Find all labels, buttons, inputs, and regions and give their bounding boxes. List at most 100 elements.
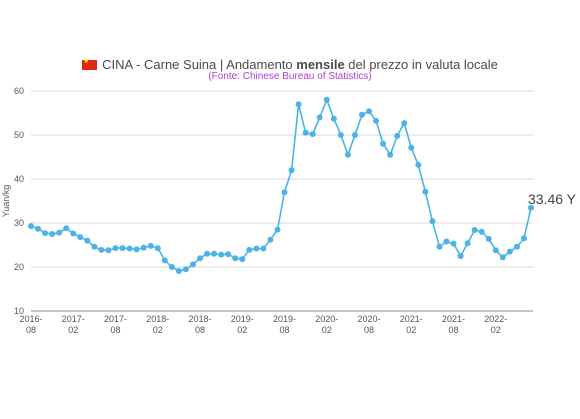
- data-point: [77, 234, 84, 241]
- x-tick-label: 02: [406, 325, 416, 335]
- data-point: [499, 254, 506, 261]
- x-axis-ticks: 2016-082017-022017-082018-022018-082019-…: [19, 314, 507, 335]
- data-point: [309, 131, 316, 138]
- data-point: [429, 218, 436, 225]
- data-point: [189, 261, 196, 268]
- data-point: [443, 238, 450, 245]
- x-tick-label: 02: [322, 325, 332, 335]
- x-tick-label: 02: [491, 325, 501, 335]
- chart-title: CINA - Carne Suina | Andamento mensile d…: [0, 57, 580, 72]
- data-point: [281, 189, 288, 196]
- title-emphasis: mensile: [296, 57, 345, 72]
- title-suffix: del prezzo in valuta locale: [344, 57, 498, 72]
- data-point: [485, 235, 492, 242]
- x-tick-label: 08: [449, 325, 459, 335]
- x-tick-label: 2017-: [62, 314, 85, 324]
- x-tick-label: 2018-: [188, 314, 211, 324]
- data-point: [253, 245, 260, 252]
- data-point: [84, 237, 91, 244]
- x-tick-label: 2017-: [104, 314, 127, 324]
- data-point: [344, 151, 351, 158]
- data-point: [401, 120, 408, 127]
- x-tick-label: 2016-: [19, 314, 42, 324]
- data-point: [211, 250, 218, 257]
- data-point: [126, 245, 133, 252]
- data-point: [380, 140, 387, 147]
- data-point: [316, 114, 323, 121]
- data-point: [513, 243, 520, 250]
- x-tick-label: 02: [68, 325, 78, 335]
- data-point: [112, 245, 119, 252]
- data-point: [147, 242, 154, 249]
- data-point: [415, 161, 422, 168]
- data-point: [42, 230, 49, 237]
- data-point: [35, 225, 42, 232]
- x-tick-label: 08: [280, 325, 290, 335]
- data-point: [288, 167, 295, 174]
- data-point: [330, 115, 337, 122]
- data-point: [274, 226, 281, 233]
- x-tick-label: 08: [110, 325, 120, 335]
- x-tick-label: 2021-: [442, 314, 465, 324]
- series-layer: [28, 96, 534, 274]
- data-point: [232, 255, 239, 262]
- last-value-label: 33.46 Y: [528, 191, 577, 207]
- data-point: [520, 235, 527, 242]
- data-point: [492, 247, 499, 254]
- x-tick-label: 2019-: [231, 314, 254, 324]
- x-tick-label: 02: [153, 325, 163, 335]
- x-tick-label: 2020-: [315, 314, 338, 324]
- x-tick-label: 2019-: [273, 314, 296, 324]
- data-point: [168, 264, 175, 270]
- data-point: [70, 230, 77, 237]
- data-point: [373, 117, 380, 124]
- y-tick-label: 10: [14, 306, 24, 316]
- y-tick-label: 40: [14, 174, 24, 184]
- data-point: [225, 251, 232, 258]
- data-point: [387, 151, 394, 158]
- data-point: [457, 253, 464, 259]
- data-point: [450, 240, 457, 247]
- data-point: [197, 255, 204, 262]
- x-tick-label: 08: [26, 325, 36, 335]
- y-tick-label: 20: [14, 262, 24, 272]
- data-point: [105, 247, 112, 254]
- data-point: [63, 225, 70, 232]
- chart-subtitle: (Fonte: Chinese Bureau of Statistics): [208, 71, 372, 82]
- data-point: [436, 243, 443, 250]
- data-point: [49, 231, 56, 237]
- y-tick-label: 50: [14, 130, 24, 140]
- x-tick-label: 2018-: [146, 314, 169, 324]
- data-point: [154, 245, 161, 252]
- x-tick-label: 2020-: [358, 314, 381, 324]
- data-point: [366, 108, 373, 115]
- y-tick-label: 30: [14, 218, 24, 228]
- data-point: [478, 228, 485, 235]
- x-tick-label: 08: [195, 325, 205, 335]
- data-point: [98, 246, 105, 253]
- data-point: [204, 250, 211, 257]
- data-point: [28, 223, 34, 230]
- data-point: [239, 256, 246, 263]
- x-tick-label: 08: [364, 325, 374, 335]
- data-point: [358, 111, 365, 118]
- data-point: [119, 245, 126, 252]
- data-point: [133, 246, 140, 253]
- data-point: [351, 132, 358, 138]
- grid-layer: [31, 90, 533, 312]
- data-point: [182, 266, 189, 273]
- data-point: [471, 227, 478, 234]
- x-tick-label: 2021-: [400, 314, 423, 324]
- data-point: [175, 267, 182, 274]
- data-point: [161, 257, 168, 264]
- data-point: [295, 101, 302, 108]
- data-point: [337, 132, 344, 138]
- data-point: [267, 236, 274, 243]
- data-point: [408, 144, 415, 151]
- data-point: [246, 246, 253, 253]
- data-point: [464, 240, 471, 247]
- data-point: [260, 245, 267, 252]
- data-point: [302, 129, 309, 136]
